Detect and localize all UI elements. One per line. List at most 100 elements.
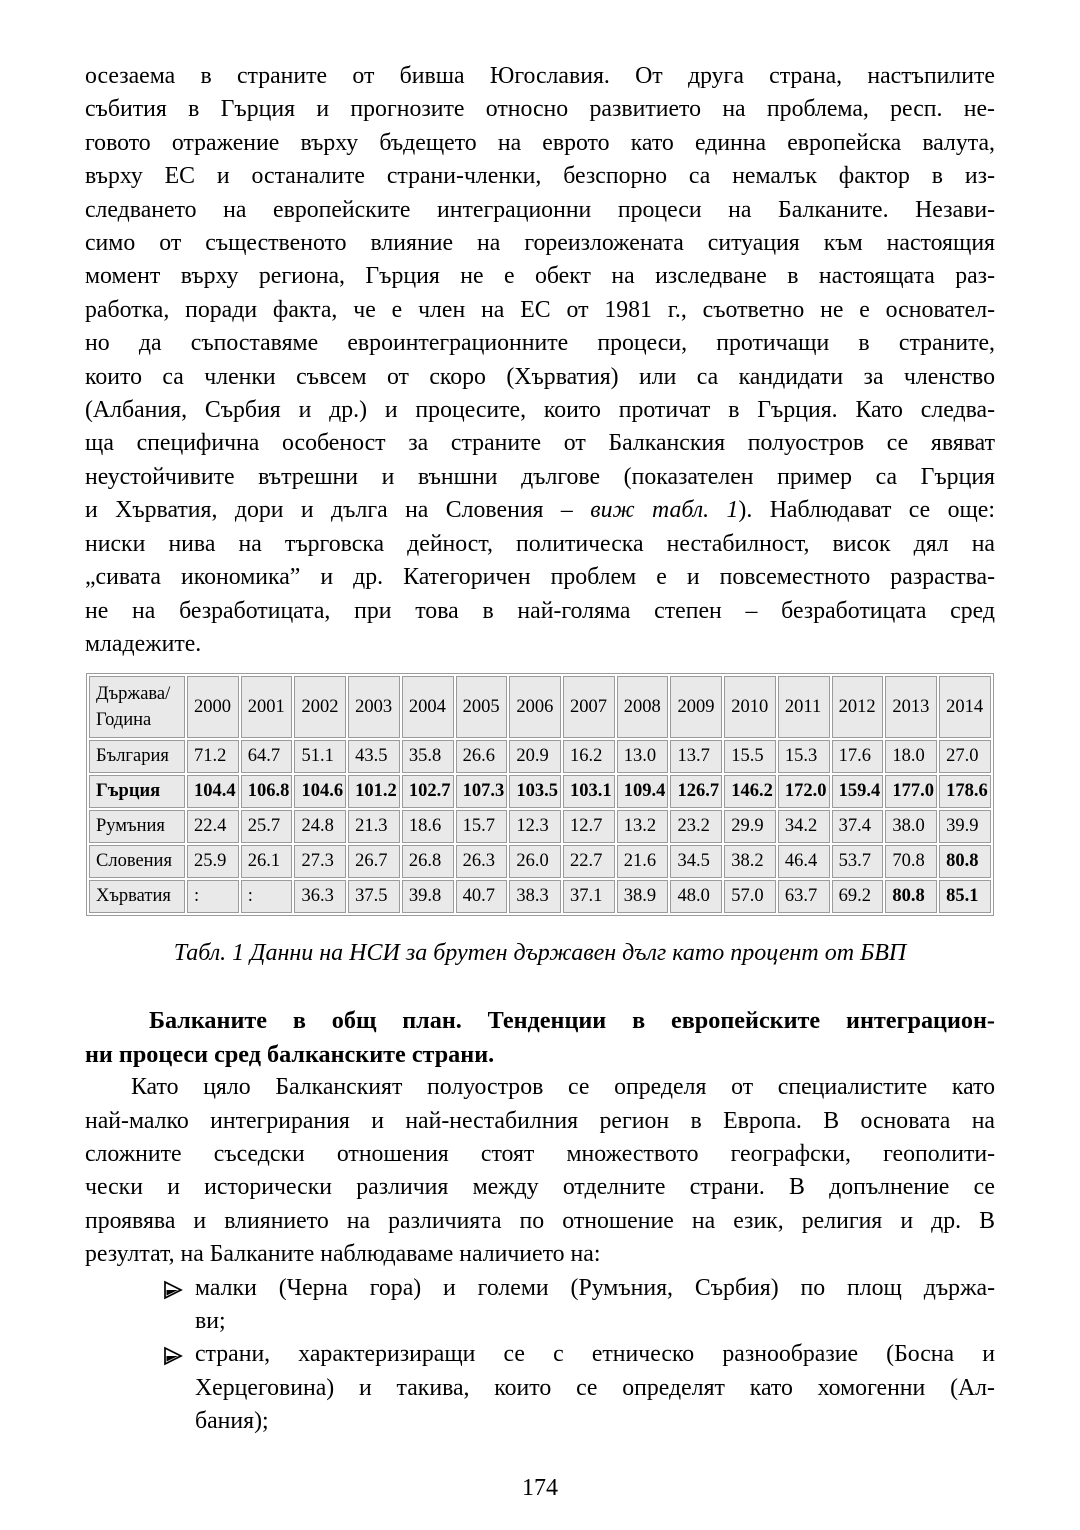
value-cell: 80.8 bbox=[885, 880, 938, 914]
text-line: резултат, на Балканите наблюдаваме налич… bbox=[85, 1241, 601, 1268]
value-cell: 22.4 bbox=[187, 810, 239, 844]
value-cell: 18.6 bbox=[401, 810, 454, 844]
value-cell: 34.5 bbox=[670, 845, 723, 879]
row-label-cell: Гърция bbox=[89, 775, 185, 809]
value-cell: 103.5 bbox=[509, 775, 562, 809]
text-line: работка, поради факта, че е член на ЕС о… bbox=[85, 296, 995, 323]
value-cell: 15.5 bbox=[724, 740, 776, 774]
text-run: и Хърватия, дори и дълга на Словения – bbox=[85, 497, 591, 524]
text-line: но да съпоставяме евроинтеграционните пр… bbox=[85, 330, 995, 357]
text-line: и Хърватия, дори и дълга на Словения – в… bbox=[85, 494, 995, 527]
year-header-cell: 2007 bbox=[563, 676, 615, 739]
table-header-row: Държава/Година 2000 2001 2002 2003 2004 2005 20… bbox=[89, 676, 991, 739]
value-cell: 26.8 bbox=[401, 845, 454, 879]
value-cell: 102.7 bbox=[401, 775, 454, 809]
value-cell: 178.6 bbox=[939, 775, 991, 809]
value-cell: 13.0 bbox=[616, 740, 669, 774]
value-cell: 172.0 bbox=[777, 775, 830, 809]
value-cell: 37.4 bbox=[831, 810, 884, 844]
value-cell: 26.1 bbox=[240, 845, 293, 879]
value-cell: 80.8 bbox=[939, 845, 991, 879]
value-cell: 109.4 bbox=[616, 775, 669, 809]
value-cell: 26.0 bbox=[509, 845, 562, 879]
year-header-cell: 2003 bbox=[348, 676, 400, 739]
value-cell: 106.8 bbox=[240, 775, 293, 809]
text-line: ниски нива на търговска дейност, политич… bbox=[85, 530, 995, 557]
value-cell: 16.2 bbox=[563, 740, 615, 774]
value-cell: 126.7 bbox=[670, 775, 723, 809]
value-cell: 39.9 bbox=[939, 810, 991, 844]
list-item-text: малки (Черна гора) и големи (Румъния, Съ… bbox=[195, 1272, 995, 1339]
value-cell: 22.7 bbox=[563, 845, 615, 879]
year-header-cell: 2010 bbox=[724, 676, 776, 739]
value-cell: 70.8 bbox=[885, 845, 938, 879]
text-line: ви; bbox=[195, 1307, 226, 1334]
gov-debt-table: Държава/Година 2000 2001 2002 2003 2004 2005 20… bbox=[86, 673, 994, 917]
value-cell: 51.1 bbox=[294, 740, 347, 774]
text-run: ). Наблюдават се още: bbox=[738, 497, 995, 524]
value-cell: 38.3 bbox=[509, 880, 562, 914]
table-caption: Табл. 1 Данни на НСИ за брутен държавен … bbox=[173, 940, 907, 967]
text-line: сложните съседски отношения стоят множес… bbox=[85, 1140, 995, 1167]
list-item: малки (Черна гора) и големи (Румъния, Съ… bbox=[85, 1272, 995, 1339]
value-cell: 177.0 bbox=[885, 775, 938, 809]
body-paragraph-1: осезаема в страните от бивша Югославия. … bbox=[85, 60, 995, 661]
year-header-cell: 2006 bbox=[509, 676, 562, 739]
text-line: страни, характеризиращи се с етническо р… bbox=[195, 1341, 995, 1368]
value-cell: 38.9 bbox=[616, 880, 669, 914]
text-line: ща специфична особеност за страните от Б… bbox=[85, 430, 995, 457]
value-cell: 27.3 bbox=[294, 845, 347, 879]
value-cell: 46.4 bbox=[777, 845, 830, 879]
text-line: осезаема в страните от бивша Югославия. … bbox=[85, 63, 995, 89]
value-cell: 25.7 bbox=[240, 810, 293, 844]
text-line: „сивата икономика” и др. Категоричен про… bbox=[85, 564, 995, 591]
year-header-cell: 2001 bbox=[240, 676, 293, 739]
value-cell: 23.2 bbox=[670, 810, 723, 844]
value-cell: 40.7 bbox=[455, 880, 508, 914]
text-line: малки (Черна гора) и големи (Румъния, Съ… bbox=[195, 1274, 995, 1301]
value-cell: 26.6 bbox=[455, 740, 508, 774]
value-cell: 37.5 bbox=[348, 880, 400, 914]
value-cell: 20.9 bbox=[509, 740, 562, 774]
value-cell: 15.3 bbox=[777, 740, 830, 774]
value-cell: 18.0 bbox=[885, 740, 938, 774]
value-cell: 29.9 bbox=[724, 810, 776, 844]
value-cell: 35.8 bbox=[401, 740, 454, 774]
value-cell: 21.3 bbox=[348, 810, 400, 844]
year-header-cell: 2000 bbox=[187, 676, 239, 739]
year-header-cell: 2009 bbox=[670, 676, 723, 739]
text-line: ни процеси сред балканските страни. bbox=[85, 1040, 495, 1068]
arrowhead-right-icon bbox=[163, 1338, 195, 1438]
section-heading: Балканите в общ план. Тенденции в европе… bbox=[85, 1004, 995, 1071]
list-item-text: страни, характеризиращи се с етническо р… bbox=[195, 1338, 995, 1438]
value-cell: 101.2 bbox=[348, 775, 400, 809]
year-header-cell: 2012 bbox=[831, 676, 884, 739]
year-header-cell: 2008 bbox=[616, 676, 669, 739]
value-cell: 24.8 bbox=[294, 810, 347, 844]
text-line: събития в Гърция и прогнозите относно ра… bbox=[85, 96, 995, 123]
arrowhead-right-icon bbox=[163, 1272, 195, 1339]
text-line: най-малко интегрирания и най-нестабилния… bbox=[85, 1107, 995, 1134]
value-cell: 104.4 bbox=[187, 775, 239, 809]
value-cell: 48.0 bbox=[670, 880, 723, 914]
row-label-cell: България bbox=[89, 740, 185, 774]
body-paragraph-2: Като цяло Балканският полуостров се опре… bbox=[85, 1071, 995, 1271]
value-cell: 12.3 bbox=[509, 810, 562, 844]
value-cell: 104.6 bbox=[294, 775, 347, 809]
text-line: следването на европейските интеграционни… bbox=[85, 196, 995, 223]
text-line: симо от същественото влияние на гореизло… bbox=[85, 230, 995, 257]
text-line: Херцеговина) и такива, които се определя… bbox=[195, 1374, 995, 1401]
value-cell: 39.8 bbox=[401, 880, 454, 914]
value-cell: 38.2 bbox=[724, 845, 776, 879]
value-cell: 71.2 bbox=[187, 740, 239, 774]
value-cell: : bbox=[240, 880, 293, 914]
value-cell: 43.5 bbox=[348, 740, 400, 774]
year-header-cell: 2013 bbox=[885, 676, 938, 739]
list-item: страни, характеризиращи се с етническо р… bbox=[85, 1338, 995, 1438]
text-line: чески и исторически различия между отдел… bbox=[85, 1174, 995, 1201]
value-cell: 26.3 bbox=[455, 845, 508, 879]
value-cell: 103.1 bbox=[563, 775, 615, 809]
value-cell: 57.0 bbox=[724, 880, 776, 914]
text-line: Балканите в общ план. Тенденции в европе… bbox=[149, 1007, 995, 1035]
